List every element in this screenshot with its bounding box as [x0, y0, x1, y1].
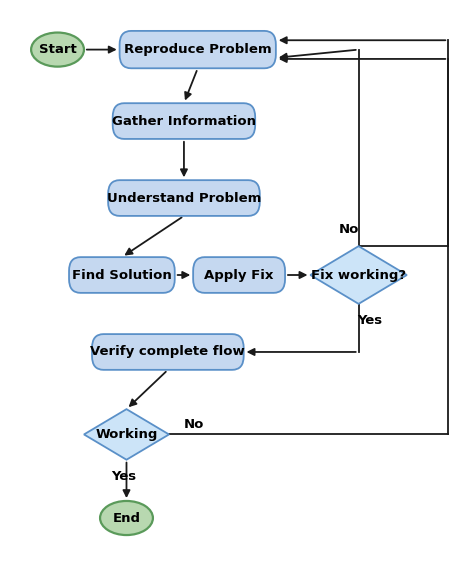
Polygon shape	[84, 409, 169, 459]
FancyBboxPatch shape	[108, 180, 260, 216]
Text: End: End	[113, 512, 141, 525]
Text: Reproduce Problem: Reproduce Problem	[124, 43, 272, 56]
Text: Yes: Yes	[112, 470, 137, 482]
Text: No: No	[184, 418, 204, 431]
FancyBboxPatch shape	[92, 334, 244, 370]
Text: Gather Information: Gather Information	[112, 114, 256, 127]
FancyBboxPatch shape	[193, 257, 285, 293]
Ellipse shape	[31, 33, 84, 67]
Text: Find Solution: Find Solution	[72, 269, 172, 282]
Text: No: No	[339, 223, 360, 236]
FancyBboxPatch shape	[69, 257, 175, 293]
Polygon shape	[310, 246, 407, 304]
Text: Start: Start	[38, 43, 76, 56]
FancyBboxPatch shape	[120, 31, 276, 68]
FancyBboxPatch shape	[113, 103, 255, 139]
Text: Working: Working	[95, 428, 158, 441]
Text: Fix working?: Fix working?	[311, 269, 406, 282]
Text: Understand Problem: Understand Problem	[107, 191, 261, 205]
Ellipse shape	[100, 501, 153, 535]
Text: Apply Fix: Apply Fix	[204, 269, 274, 282]
Text: Verify complete flow: Verify complete flow	[91, 346, 245, 358]
Text: Yes: Yes	[357, 314, 383, 327]
